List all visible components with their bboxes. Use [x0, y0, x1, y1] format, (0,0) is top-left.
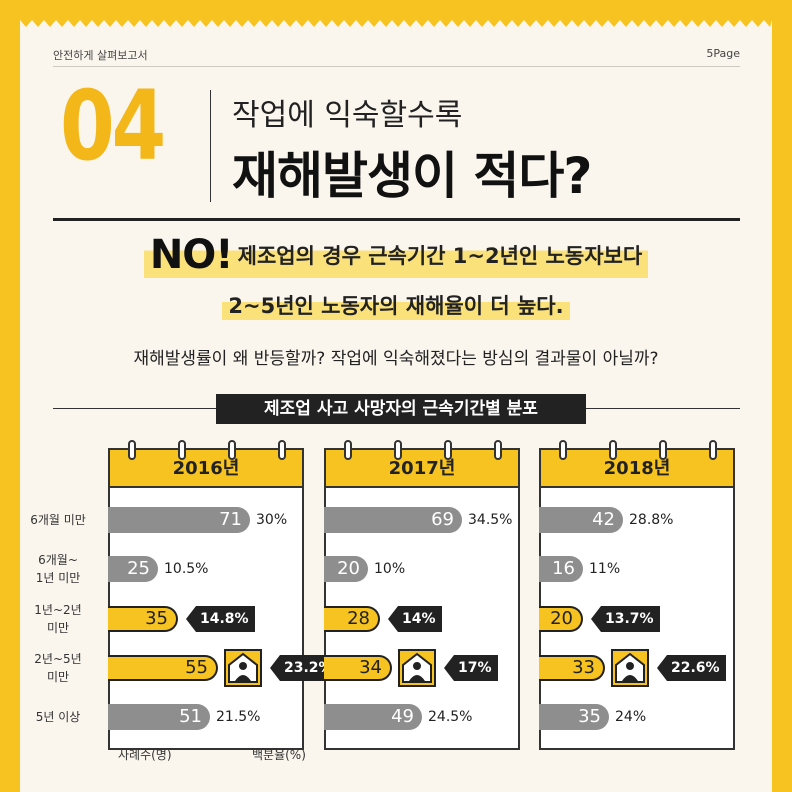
bar-count: 35: [539, 704, 609, 730]
bar-percent: 30%: [256, 512, 288, 528]
bar-count: 71: [108, 507, 250, 533]
bar-count: 33: [539, 655, 605, 681]
row-label: 2년~5년 미만: [34, 652, 82, 684]
binder-ring-icon: [709, 440, 717, 460]
footer-count-label: 사례수(명): [118, 748, 172, 762]
binder-ring-icon: [659, 440, 667, 460]
bar-percent: 24.5%: [428, 709, 473, 725]
zigzag-edge: [20, 20, 772, 27]
binder-ring-icon: [394, 440, 402, 460]
binder-ring-icon: [444, 440, 452, 460]
answer-text-1: 제조업의 경우 근속기간 1~2년인 노동자보다: [237, 244, 643, 268]
binder-ring-icon: [178, 440, 186, 460]
bar-count: 20: [324, 556, 368, 582]
bar-count: 35: [108, 606, 178, 632]
tag-arrow-icon: [591, 606, 601, 632]
bar-percent: 17%: [454, 655, 498, 681]
answer-text-2: 2~5년인 노동자의 재해율이 더 높다.: [228, 294, 564, 318]
bar-count: 34: [324, 655, 392, 681]
bar-count: 69: [324, 507, 462, 533]
row-label: 6개월 미만: [30, 513, 86, 527]
bar-count: 49: [324, 704, 422, 730]
answer-line-1: NO! 제조업의 경우 근속기간 1~2년인 노동자보다: [20, 232, 772, 278]
title-line-2: 재해발생이 적다?: [232, 147, 592, 205]
panel-year: 2018년: [541, 450, 733, 488]
tag-arrow-icon: [186, 606, 196, 632]
worker-icon: [224, 649, 262, 687]
row-label: 6개월~ 1년 미만: [35, 553, 81, 585]
tag-arrow-icon: [270, 655, 280, 681]
bar-percent: 21.5%: [216, 709, 261, 725]
panel-2016년: 2016년 71 30% 25 10.5% 35 14.8% 55 23.2% 51 21.5%: [108, 440, 339, 750]
bar-percent: 13.7%: [601, 606, 660, 632]
bar-count: 51: [108, 704, 210, 730]
bar-count: 42: [539, 507, 623, 533]
binder-ring-icon: [344, 440, 352, 460]
bar-percent: 24%: [615, 709, 647, 725]
report-page: 안전하게 살펴보고서 5Page 04 작업에 익숙할수록 재해발생이 적다? …: [20, 20, 772, 792]
title-line-1: 작업에 익숙할수록: [232, 98, 463, 133]
binder-ring-icon: [128, 440, 136, 460]
bar-percent: 11%: [589, 561, 621, 577]
header-divider: [53, 66, 740, 67]
section-title: 제조업 사고 사망자의 근속기간별 분포: [216, 394, 586, 424]
worker-icon: [398, 649, 436, 687]
panel-2018년: 2018년 42 28.8% 16 11% 20 13.7% 33 22.6% 35 24%: [539, 440, 735, 750]
report-title: 안전하게 살펴보고서: [53, 49, 148, 62]
binder-ring-icon: [228, 440, 236, 460]
bar-count: 20: [539, 606, 583, 632]
title-separator: [210, 90, 211, 202]
section-number: 04: [60, 70, 166, 182]
bar-percent: 34.5%: [468, 512, 513, 528]
panel-year: 2017년: [326, 450, 518, 488]
panel-year: 2016년: [110, 450, 302, 488]
panel-2017년: 2017년 69 34.5% 20 10% 28 14% 34 17% 49 24.5%: [324, 440, 520, 750]
answer-no: NO!: [149, 232, 234, 278]
binder-ring-icon: [609, 440, 617, 460]
binder-ring-icon: [494, 440, 502, 460]
bar-count: 25: [108, 556, 158, 582]
bar-percent: 10.5%: [164, 561, 209, 577]
bar-count: 28: [324, 606, 380, 632]
worker-icon: [611, 649, 649, 687]
page-number: 5Page: [706, 47, 740, 60]
tag-arrow-icon: [657, 655, 667, 681]
subtitle: 재해발생률이 왜 반등할까? 작업에 익숙해졌다는 방심의 결과물이 아닐까?: [133, 349, 659, 369]
row-label: 1년~2년 미만: [34, 603, 82, 635]
row-label: 5년 이상: [35, 710, 81, 724]
answer-line-2: 2~5년인 노동자의 재해율이 더 높다.: [20, 290, 772, 320]
binder-ring-icon: [278, 440, 286, 460]
footer-percent-label: 백분율(%): [252, 748, 306, 762]
bar-count: 55: [108, 655, 218, 681]
bar-count: 16: [539, 556, 583, 582]
tag-arrow-icon: [444, 655, 454, 681]
title-rule: [53, 218, 740, 221]
bar-percent: 22.6%: [667, 655, 726, 681]
bar-percent: 14.8%: [196, 606, 255, 632]
binder-ring-icon: [559, 440, 567, 460]
tag-arrow-icon: [388, 606, 398, 632]
bar-percent: 28.8%: [629, 512, 674, 528]
bar-percent: 10%: [374, 561, 406, 577]
bar-percent: 14%: [398, 606, 442, 632]
